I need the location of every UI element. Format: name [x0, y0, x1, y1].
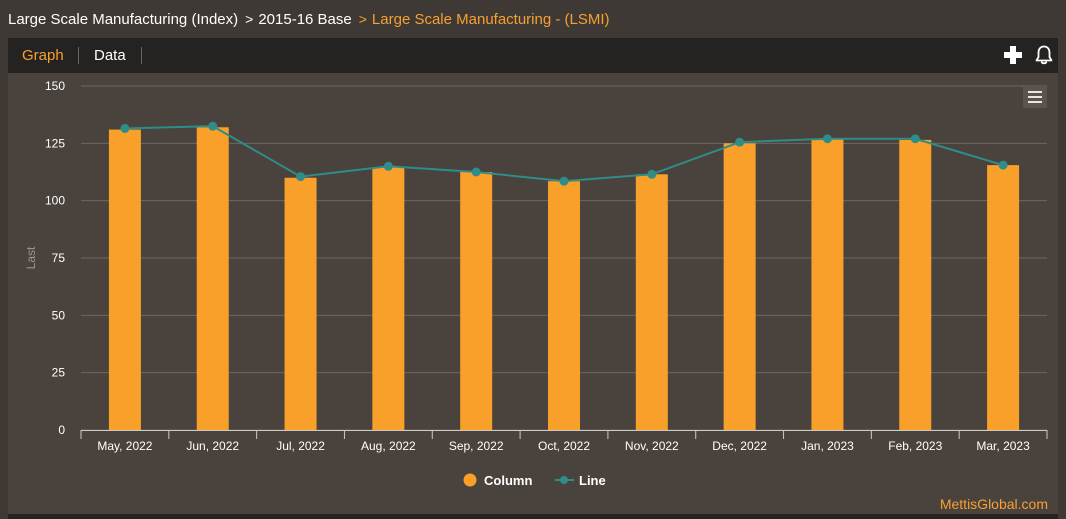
x-tick-label: Dec, 2022: [712, 439, 767, 453]
series-line: [124, 125, 1004, 183]
credit-link[interactable]: MettisGlobal.com: [939, 496, 1048, 512]
legend-line-label[interactable]: Line: [579, 473, 606, 488]
hamburger-menu-icon[interactable]: [1023, 86, 1047, 108]
line-point[interactable]: [998, 160, 1008, 170]
chart-panel: 0 25 50 75 100 125 150 Last May, 2022 Jun, 2022 Ju…: [8, 73, 1058, 514]
line-point[interactable]: [910, 134, 920, 144]
x-tick-label: Sep, 2022: [449, 439, 504, 453]
x-tick-label: May, 2022: [97, 439, 152, 453]
tab-divider: [78, 47, 79, 64]
x-tick-label: Mar, 2023: [976, 439, 1030, 453]
y-axis-label: Last: [24, 246, 38, 269]
line-point[interactable]: [383, 161, 393, 171]
bar-column[interactable]: [284, 177, 317, 430]
line-point[interactable]: [208, 121, 218, 131]
line-point[interactable]: [559, 176, 569, 186]
bar-column[interactable]: [460, 172, 493, 430]
tab-graph[interactable]: Graph: [22, 47, 64, 64]
legend-column-marker[interactable]: [463, 473, 477, 487]
x-tick-label: Nov, 2022: [625, 439, 679, 453]
line-point[interactable]: [120, 123, 130, 133]
line-point[interactable]: [647, 169, 657, 179]
bar-column[interactable]: [811, 138, 844, 430]
bar-column[interactable]: [196, 127, 229, 430]
line-point[interactable]: [735, 137, 745, 147]
breadcrumb-separator-icon: >: [358, 11, 367, 27]
breadcrumb-separator-icon: >: [245, 11, 254, 27]
breadcrumb-item-current: Large Scale Manufacturing - (LSMI): [371, 10, 610, 28]
bar-column[interactable]: [548, 181, 580, 430]
line-point[interactable]: [822, 134, 832, 144]
tab-bar: Graph Data: [8, 38, 1058, 73]
y-tick-label: 125: [45, 136, 65, 150]
x-tick-label: Feb, 2023: [888, 439, 942, 453]
x-tick-label: Jan, 2023: [801, 439, 854, 453]
bell-icon[interactable]: [1033, 44, 1055, 66]
line-point[interactable]: [471, 167, 481, 177]
legend-column-label[interactable]: Column: [484, 473, 532, 488]
tab-data[interactable]: Data: [94, 47, 126, 64]
bar-column[interactable]: [635, 174, 668, 430]
y-tick-label: 100: [45, 194, 65, 208]
bar-column[interactable]: [108, 129, 141, 430]
x-tick-label: Jul, 2022: [276, 439, 325, 453]
breadcrumb-item-base[interactable]: 2015-16 Base: [258, 10, 352, 28]
y-tick-label: 25: [52, 366, 66, 380]
y-tick-label: 150: [45, 79, 65, 93]
x-tick-label: Oct, 2022: [538, 439, 590, 453]
line-point[interactable]: [296, 172, 306, 182]
tab-divider: [141, 47, 142, 64]
bar-column[interactable]: [987, 165, 1020, 430]
bottom-strip: [8, 514, 1058, 519]
y-tick-label: 75: [52, 251, 66, 265]
bar-column[interactable]: [372, 167, 405, 430]
y-tick-label: 50: [52, 308, 66, 322]
breadcrumb-item-index[interactable]: Large Scale Manufacturing (Index): [8, 10, 239, 28]
bar-column[interactable]: [723, 143, 756, 430]
x-tick-label: Jun, 2022: [186, 439, 239, 453]
x-tick-label: Aug, 2022: [361, 439, 416, 453]
combo-chart: 0 25 50 75 100 125 150 Last May, 2022 Jun, 2022 Ju…: [24, 79, 1048, 488]
plus-icon[interactable]: [1002, 44, 1024, 66]
y-tick-label: 0: [58, 423, 65, 437]
legend-line-marker[interactable]: [560, 476, 568, 484]
bar-column[interactable]: [899, 139, 932, 430]
breadcrumb: Large Scale Manufacturing (Index) > 2015…: [8, 9, 610, 29]
